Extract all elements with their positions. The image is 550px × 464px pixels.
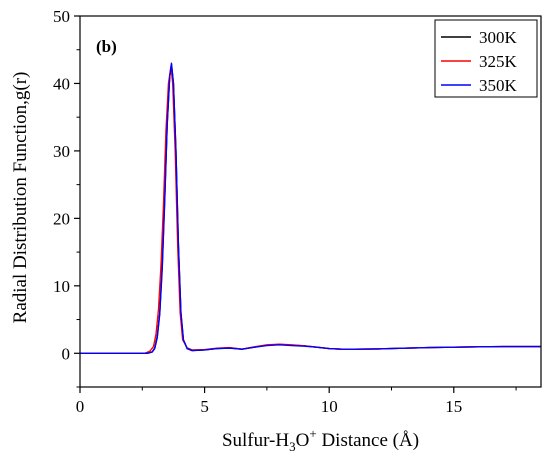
y-tick-label: 10 xyxy=(53,277,70,296)
x-tick-label: 5 xyxy=(200,397,209,416)
x-axis-title-prefix: Sulfur-H xyxy=(222,430,289,451)
y-tick-label: 20 xyxy=(53,209,70,228)
legend-box xyxy=(434,19,538,98)
x-tick-label: 10 xyxy=(321,397,338,416)
legend-label-350K: 350K xyxy=(479,76,518,95)
panel-label: (b) xyxy=(96,37,117,56)
y-axis-title: Radial Distribution Function,g(r) xyxy=(10,72,31,324)
series-line-300K xyxy=(80,63,541,354)
x-tick-label: 15 xyxy=(445,397,462,416)
x-axis-title-suffix: Distance (Å) xyxy=(317,430,419,451)
legend-label-325K: 325K xyxy=(479,52,518,71)
series-layer xyxy=(80,62,541,354)
y-tick-label: 40 xyxy=(53,74,70,93)
x-tick-label: 0 xyxy=(76,397,85,416)
series-line-325K xyxy=(80,65,541,354)
y-tick-label: 50 xyxy=(53,7,70,26)
legend-label-300K: 300K xyxy=(479,28,518,47)
x-axis-title: Sulfur-H3O+ Distance (Å) xyxy=(222,426,419,454)
legend: 300K 325K 350K xyxy=(434,19,538,98)
x-axis-title-mid: O xyxy=(296,430,310,451)
y-tick-label: 30 xyxy=(53,142,70,161)
y-tick-label: 0 xyxy=(62,344,71,363)
plot-area-frame xyxy=(79,15,542,388)
axes-layer: 0 5 10 15 0 10 20 30 40 50 xyxy=(53,7,517,416)
series-line-350K xyxy=(80,62,541,354)
x-axis-title-subscript: 3 xyxy=(289,439,296,454)
x-axis-title-superscript: + xyxy=(309,426,316,441)
